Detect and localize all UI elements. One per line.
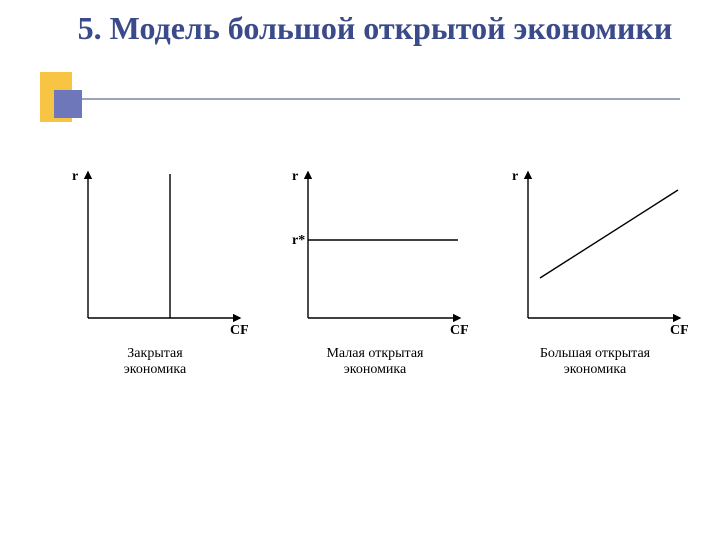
chart-caption: Большая открытая экономика — [540, 346, 650, 378]
x-axis-label: CF — [450, 323, 469, 338]
y-axis-label: r — [512, 169, 518, 184]
charts-row: r CF Закрытая экономика r CF r* Малая от… — [60, 160, 690, 378]
chart-caption: Закрытая экономика — [124, 346, 186, 378]
y-axis-label: r — [292, 169, 298, 184]
chart-svg-small-open: r CF r* — [280, 160, 470, 340]
chart-curve — [540, 190, 678, 278]
chart-small-open: r CF r* Малая открытая экономика — [280, 160, 470, 378]
chart-extra-label: r* — [292, 233, 305, 248]
chart-closed: r CF Закрытая экономика — [60, 160, 250, 378]
accent-blue — [54, 90, 82, 118]
chart-large-open: r CF Большая открытая экономика — [500, 160, 690, 378]
title-decoration — [0, 72, 720, 122]
x-axis-label: CF — [230, 323, 249, 338]
chart-caption: Малая открытая экономика — [326, 346, 423, 378]
horizontal-rule — [40, 98, 680, 100]
chart-svg-closed: r CF — [60, 160, 250, 340]
chart-svg-large-open: r CF — [500, 160, 690, 340]
slide-title: 5. Модель большой открытой экономики — [60, 10, 690, 47]
y-axis-label: r — [72, 169, 78, 184]
x-axis-label: CF — [670, 323, 689, 338]
